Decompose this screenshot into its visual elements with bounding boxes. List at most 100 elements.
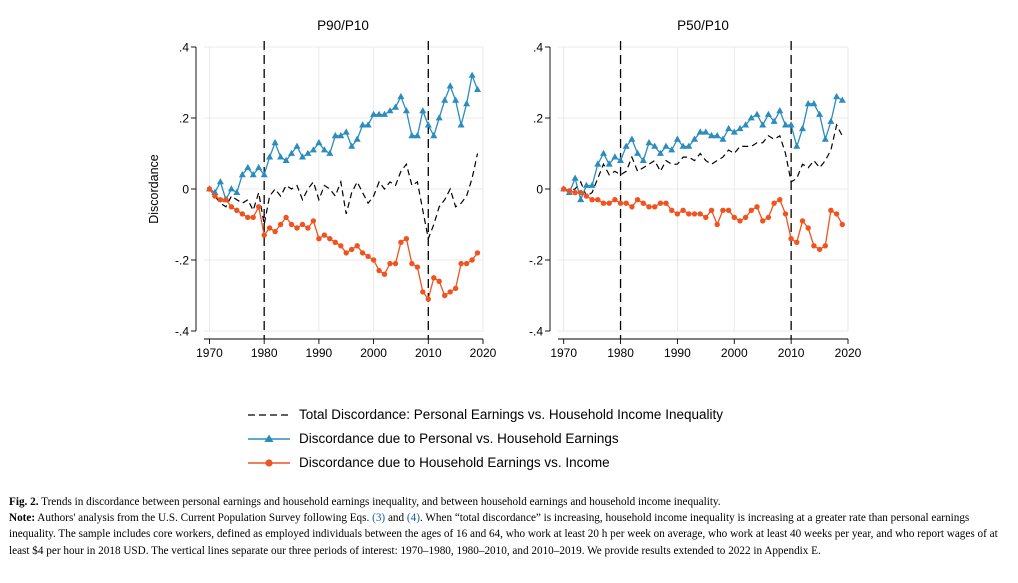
chart1-point-household-1979	[256, 204, 262, 210]
chart1-point-household-2012	[436, 278, 442, 284]
chart1-point-personal-1988	[304, 149, 312, 156]
chart2-point-household-1982	[629, 204, 635, 210]
chart1-point-personal-2016	[457, 121, 465, 128]
chart1-point-personal-2019	[474, 85, 481, 92]
chart1-point-personal-1972	[216, 178, 224, 185]
chart2-point-personal-1976	[594, 160, 602, 167]
chart2-point-personal-1987	[656, 149, 664, 156]
chart2-y-tick-label-2: 0	[536, 183, 543, 197]
chart2-point-household-1980	[617, 200, 624, 206]
chart2-point-personal-2015	[816, 110, 824, 117]
chart2-point-personal-2006	[764, 110, 772, 117]
chart1-point-personal-1992	[326, 149, 334, 156]
chart1-point-household-2000	[370, 257, 377, 263]
chart1-point-personal-1986	[293, 142, 301, 149]
chart2-x-tick-label-5: 2020	[835, 346, 862, 360]
chart2-point-personal-2001	[736, 124, 744, 132]
chart1-point-personal-1978	[249, 171, 257, 178]
chart2-point-household-1973	[578, 189, 584, 196]
legend-label-household: Discordance due to Household Earnings vs…	[299, 455, 610, 470]
chart2-point-personal-2013	[804, 100, 812, 107]
chart2-point-household-1990	[674, 211, 681, 217]
chart1-point-personal-2013	[441, 96, 449, 103]
chart2-y-tick-label-3: -.2	[529, 254, 543, 268]
chart1-y-axis-label: Discordance	[147, 154, 161, 224]
chart2-point-household-1988	[663, 200, 669, 206]
chart1-point-personal-1997	[353, 135, 361, 142]
chart1-point-household-2018	[469, 257, 475, 263]
equation-link-4[interactable]: (4)	[406, 512, 420, 525]
chart1-point-personal-1987	[299, 153, 306, 160]
chart1-point-household-1988	[305, 225, 311, 231]
chart2-point-personal-1997	[713, 131, 721, 139]
chart2-point-household-2002	[742, 214, 749, 221]
chart1-point-personal-2000	[370, 110, 378, 117]
legend-key-household	[248, 459, 290, 467]
chart1-point-personal-1974	[227, 185, 235, 192]
legend-key-total	[248, 414, 290, 416]
chart2-point-household-1986	[652, 204, 658, 210]
chart2-point-household-1994	[697, 211, 703, 217]
chart1-point-household-2013	[442, 292, 448, 299]
chart2-point-household-1993	[691, 211, 698, 217]
chart2-point-household-2012	[799, 218, 806, 224]
chart2-point-household-2006	[765, 214, 772, 221]
chart1-point-household-1987	[299, 221, 306, 228]
chart1-point-personal-2014	[446, 82, 454, 89]
equation-link-3[interactable]: (3)	[372, 512, 386, 525]
chart1-point-household-1975	[234, 207, 240, 213]
chart2-point-personal-1975	[588, 181, 596, 188]
chart1-point-household-1974	[228, 204, 235, 210]
chart2-point-personal-1995	[702, 128, 710, 135]
chart1-y-tick-label-4: -.4	[175, 325, 189, 339]
chart2-point-household-1972	[572, 189, 578, 196]
chart2-point-personal-1990	[673, 135, 681, 142]
chart1-point-personal-1993	[331, 131, 339, 139]
note-text-c: . When “total discordance” is increasing…	[9, 512, 998, 557]
chart1-point-household-2004	[392, 260, 399, 267]
chart1-point-personal-1985	[288, 149, 295, 156]
chart1-point-household-2011	[431, 275, 437, 281]
chart2-x-tick-label-3: 2000	[721, 346, 748, 360]
chart2-point-household-1976	[595, 197, 601, 203]
chart1-point-personal-2002	[381, 110, 388, 117]
chart2-point-personal-2010	[787, 121, 795, 128]
chart2-point-household-2000	[731, 214, 737, 221]
chart1-point-household-1986	[294, 225, 300, 231]
chart1-point-household-2002	[381, 271, 388, 277]
chart2-point-household-1974	[583, 193, 590, 199]
fig-label: Fig. 2.	[9, 496, 39, 508]
chart1-point-household-2015	[452, 285, 459, 292]
chart1-point-household-2010	[425, 296, 431, 302]
note-text-a: Authors' analysis from the U.S. Current …	[35, 512, 373, 525]
chart1-point-personal-1996	[348, 142, 356, 149]
chart1-point-personal-1976	[238, 171, 246, 178]
chart1-point-personal-2017	[463, 100, 471, 107]
chart1-point-personal-2009	[419, 107, 427, 114]
chart2-point-household-1999	[725, 207, 732, 213]
chart2-point-personal-2018	[833, 92, 841, 100]
chart2-x-tick-label-1: 1980	[607, 346, 634, 360]
chart2-point-household-2013	[805, 225, 811, 231]
chart2-x-tick-label-4: 2010	[778, 346, 805, 360]
chart2-point-household-2008	[777, 197, 783, 203]
chart1-point-personal-2004	[392, 103, 399, 110]
chart1-point-personal-1983	[277, 153, 285, 160]
chart1-point-household-1996	[349, 246, 355, 253]
chart2-x-tick-label-0: 1970	[550, 346, 577, 360]
chart1-point-personal-1975	[233, 188, 241, 195]
chart1-series-total-line	[209, 153, 479, 241]
chart1-point-personal-1979	[255, 163, 263, 171]
chart2-point-personal-2002	[742, 121, 750, 128]
chart1-x-tick-label-2: 1990	[306, 346, 333, 360]
chart1-point-household-1995	[343, 250, 349, 256]
chart1-point-personal-1995	[342, 128, 350, 135]
chart2-point-household-1977	[600, 200, 607, 206]
chart2-point-household-1978	[606, 200, 612, 206]
chart2-point-personal-2004	[753, 110, 761, 117]
chart1-point-household-1985	[288, 221, 295, 228]
chart1-point-household-1977	[245, 214, 251, 221]
chart2-point-personal-1979	[611, 153, 619, 160]
chart2-point-personal-2008	[776, 107, 784, 114]
chart1-point-household-1972	[217, 197, 224, 203]
